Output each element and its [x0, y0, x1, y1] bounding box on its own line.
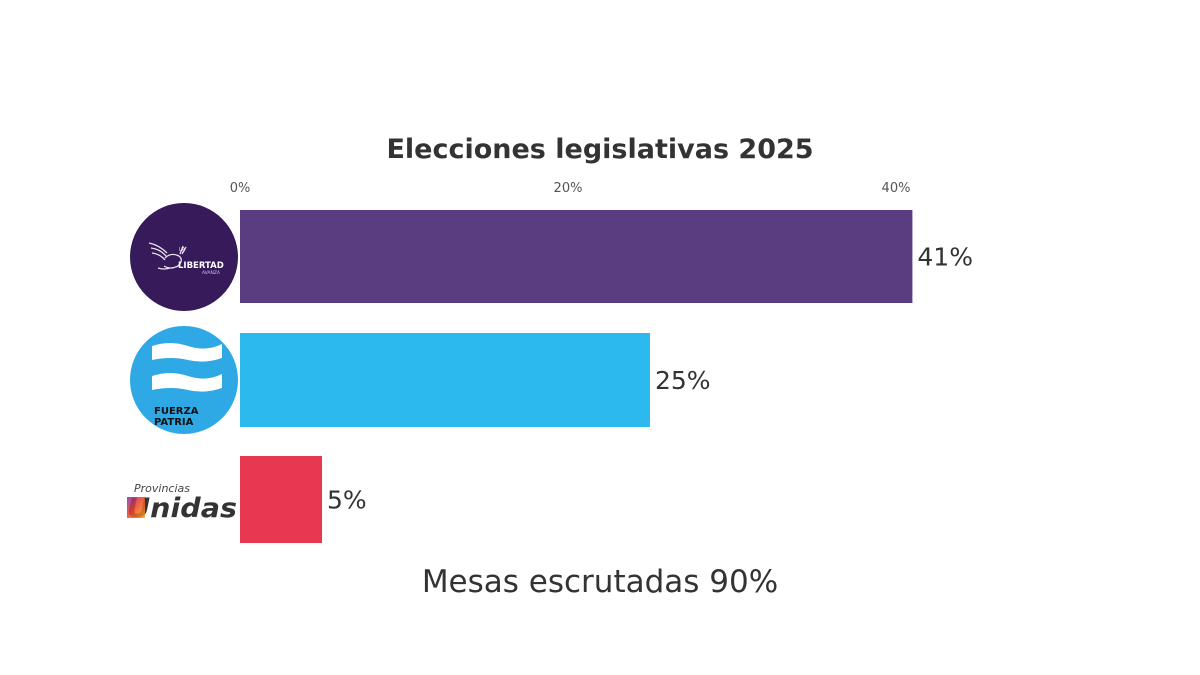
bar-value-label: 41%	[917, 243, 973, 272]
footer-scrutiny: Mesas escrutadas 90%	[422, 564, 778, 600]
bar	[240, 456, 322, 543]
flag-stripe-icon	[152, 373, 222, 392]
logo-fuerza-patria: FUERZA PATRIA	[130, 326, 238, 434]
logo-gradient-accent	[127, 497, 145, 518]
chart-title: Elecciones legislativas 2025	[386, 134, 813, 165]
eagle-icon	[148, 242, 187, 270]
logo-text-unidas: Unidas	[127, 493, 237, 524]
logo-la-libertad-avanza: LA LIBERTAD AVANZA	[130, 203, 238, 311]
bar-value-label: 5%	[327, 486, 367, 515]
value-labels: 41% 25% 5%	[327, 243, 973, 515]
logo-text-fuerza: FUERZA	[154, 406, 199, 417]
flag-stripe-icon	[152, 343, 222, 362]
x-axis-ticks: 0% 20% 40%	[230, 181, 911, 196]
bar	[240, 210, 913, 303]
bar	[240, 333, 650, 427]
x-tick-label: 20%	[554, 181, 583, 196]
logo-text-provincias: Provincias	[134, 482, 190, 495]
logo-provincias-unidas: Provincias Unidas	[127, 482, 237, 524]
logo-text-patria: PATRIA	[154, 417, 194, 428]
logo-text-avanza: AVANZA	[202, 270, 221, 276]
x-tick-label: 0%	[230, 181, 251, 196]
bar-value-label: 25%	[655, 366, 711, 395]
bars	[240, 210, 913, 543]
logo-circle	[130, 203, 238, 311]
logo-text-la: LA	[179, 247, 186, 253]
x-tick-label: 40%	[882, 181, 911, 196]
logo-text-libertad: LIBERTAD	[178, 261, 224, 271]
